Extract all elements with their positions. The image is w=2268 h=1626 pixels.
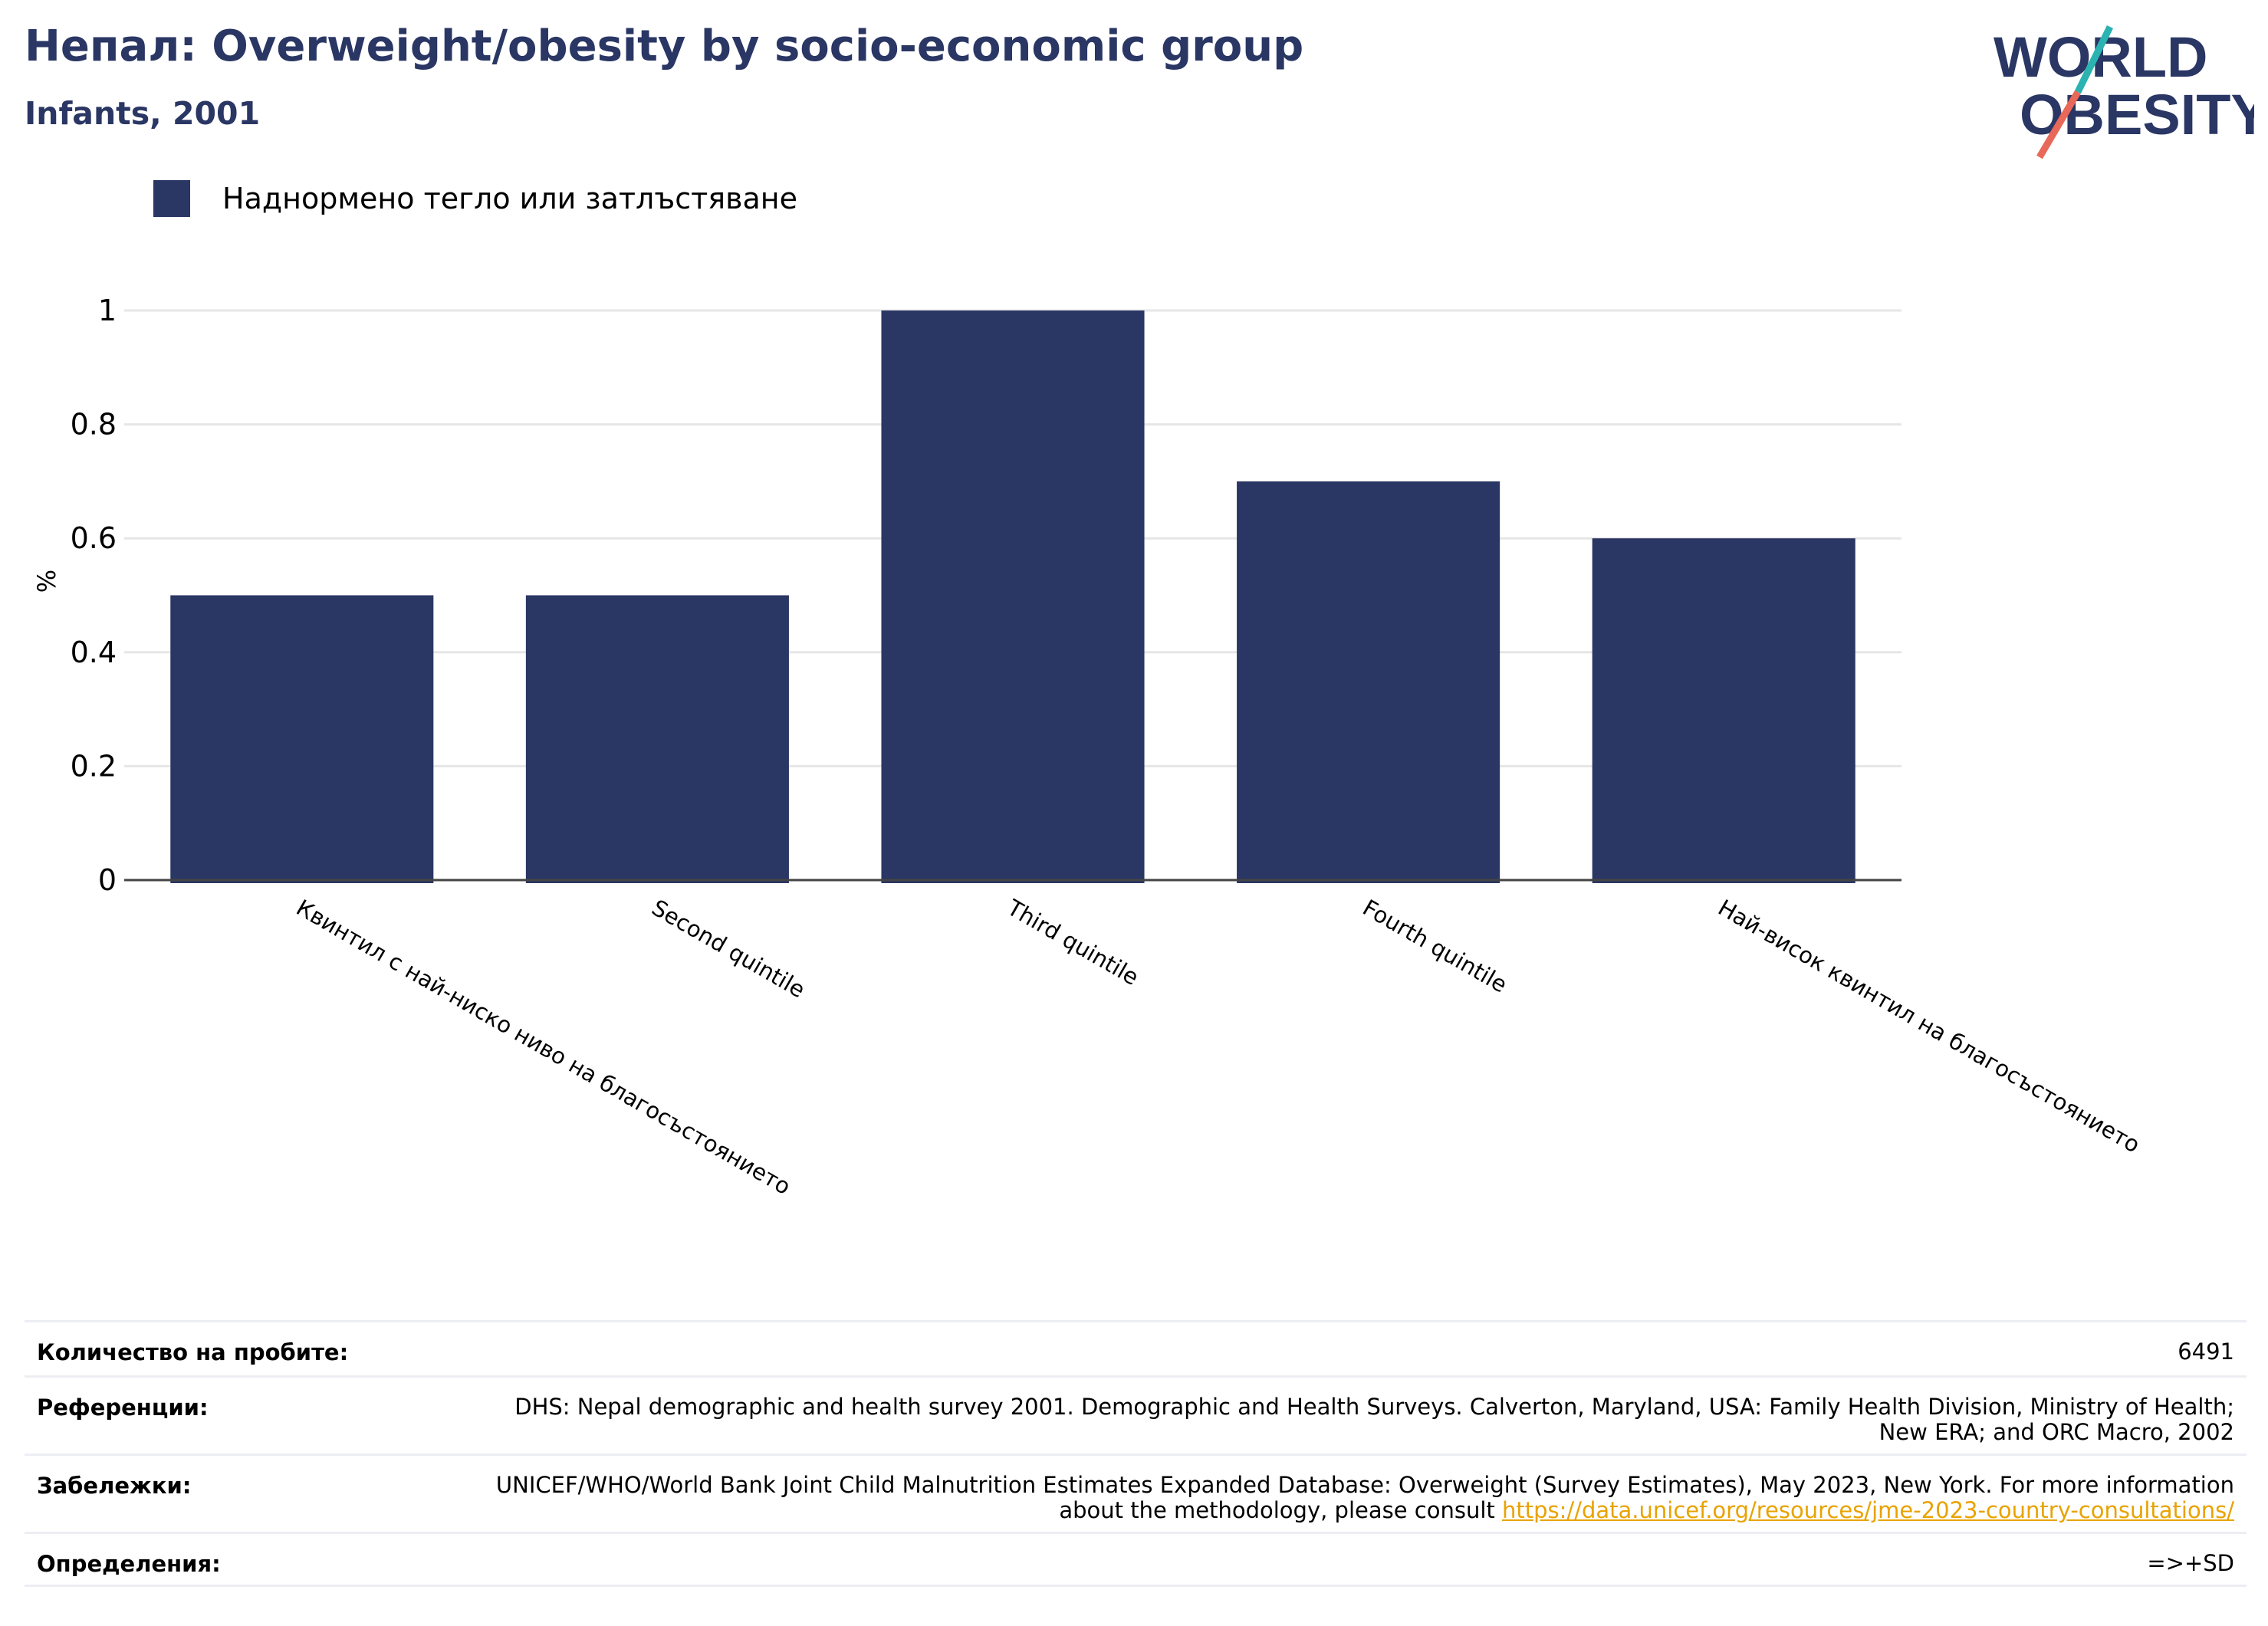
footer-value-references: DHS: Nepal demographic and health survey…	[514, 1394, 2234, 1445]
legend-label: Наднормено тегло или затлъстяване	[222, 182, 797, 215]
y-tick-label: 0.8	[71, 408, 117, 442]
x-tick-label: Fourth quintile	[1359, 895, 1512, 998]
footer-value-sample-size: 6491	[2178, 1339, 2234, 1365]
footer-label-notes: Забележки:	[37, 1473, 192, 1499]
x-tick-label: Най-висок квинтил на благосъстоянието	[1714, 895, 2145, 1158]
footer-row-sample-size: Количество на пробите: 6491	[25, 1320, 2247, 1375]
logo-slash-bottom	[2036, 90, 2081, 159]
bar	[1237, 481, 1500, 883]
bar	[525, 595, 789, 883]
logo-text-world: WORLD	[1994, 25, 2208, 89]
logo-text-obesity: OBESITY	[2020, 83, 2254, 146]
methodology-link[interactable]: https://data.unicef.org/resources/jme-20…	[1502, 1497, 2234, 1523]
y-tick-label: 1	[98, 294, 117, 327]
legend-swatch	[153, 180, 190, 217]
y-tick-label: 0.2	[71, 749, 117, 783]
footer-row-definitions: Определения: =>+SD	[25, 1532, 2247, 1587]
x-tick-label: Third quintile	[1002, 894, 1143, 990]
footer-value-definitions: =>+SD	[2147, 1550, 2234, 1576]
logo-slash-top	[2074, 25, 2114, 94]
bars	[170, 310, 1855, 883]
chart-title: Непал: Overweight/obesity by socio-econo…	[25, 21, 1304, 71]
y-tick-label: 0.4	[71, 636, 117, 669]
bar	[1592, 538, 1855, 883]
footer-label-references: Референции:	[37, 1394, 209, 1421]
y-axis-label: %	[32, 570, 61, 593]
footer-table: Количество на пробите: 6491 Референции: …	[25, 1320, 2247, 1587]
footer-label-definitions: Определения:	[37, 1551, 221, 1577]
footer-notes-text: UNICEF/WHO/World Bank Joint Child Malnut…	[495, 1472, 2234, 1523]
footer-row-references: Референции: DHS: Nepal demographic and h…	[25, 1375, 2247, 1454]
world-obesity-logo: WORLD OBESITY	[1994, 25, 2254, 159]
chart-subtitle: Infants, 2001	[25, 95, 261, 132]
footer-label-sample-size: Количество на пробите:	[37, 1339, 349, 1365]
y-tick-label: 0	[98, 863, 117, 897]
bar	[881, 310, 1145, 883]
bar	[170, 595, 434, 883]
x-tick-label: Second quintile	[647, 895, 809, 1004]
footer-value-notes: UNICEF/WHO/World Bank Joint Child Malnut…	[471, 1473, 2234, 1523]
footer-row-notes: Забележки: UNICEF/WHO/World Bank Joint C…	[25, 1454, 2247, 1532]
chart-legend: Наднормено тегло или затлъстяване	[153, 179, 797, 218]
y-tick-label: 0.6	[71, 521, 117, 555]
